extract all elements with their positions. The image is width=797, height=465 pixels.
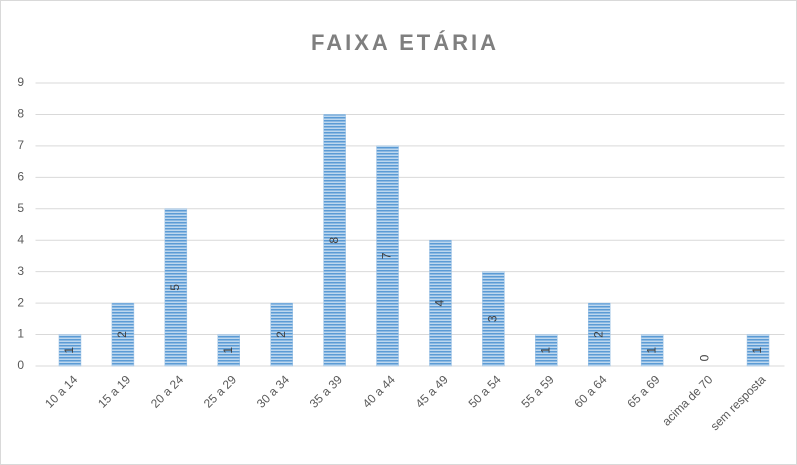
bar [588, 302, 611, 367]
data-label: 1 [62, 347, 76, 354]
data-label: 1 [221, 347, 235, 354]
y-tick-label: 2 [17, 295, 24, 309]
y-tick-label: 7 [17, 138, 24, 152]
bar [746, 334, 770, 367]
bar [270, 302, 293, 367]
data-label: 1 [750, 347, 764, 354]
y-tick-label: 4 [17, 232, 24, 246]
data-label: 1 [538, 347, 552, 354]
data-label: 5 [168, 284, 182, 291]
y-tick-label: 3 [17, 264, 24, 278]
data-label: 2 [274, 331, 288, 338]
y-tick-label: 6 [17, 170, 24, 184]
y-tick-label: 1 [17, 327, 24, 341]
data-label: 2 [591, 331, 605, 338]
bar [482, 271, 505, 367]
bar [323, 114, 346, 367]
y-tick-label: 0 [17, 358, 24, 372]
bar [376, 145, 399, 367]
data-label: 2 [115, 331, 129, 338]
y-tick-label: 5 [17, 201, 24, 215]
bar [164, 208, 188, 367]
data-label: 0 [697, 354, 711, 361]
data-label: 1 [644, 347, 658, 354]
bar [535, 334, 558, 367]
bar [640, 334, 664, 367]
data-label: 4 [433, 299, 447, 306]
bar [429, 239, 452, 367]
data-label: 7 [380, 252, 394, 259]
y-tick-label: 9 [17, 75, 24, 89]
bar [58, 334, 82, 367]
chart-title: FAIXA ETÁRIA [311, 30, 499, 55]
data-label: 8 [327, 237, 341, 244]
bar [111, 302, 135, 367]
bar [217, 334, 240, 367]
y-tick-label: 8 [17, 107, 24, 121]
data-label: 3 [486, 315, 500, 322]
